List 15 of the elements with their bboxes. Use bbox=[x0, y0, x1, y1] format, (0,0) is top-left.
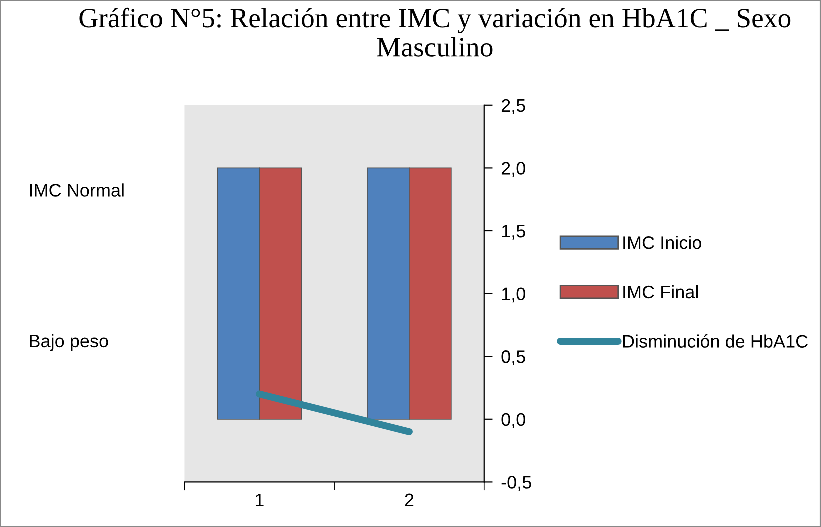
legend-label: IMC Final bbox=[624, 285, 698, 299]
legend-label: Disminución de HbA1C bbox=[623, 334, 808, 348]
x-tick-label: 1 bbox=[256, 494, 264, 506]
x-tick-label: 2 bbox=[405, 494, 414, 506]
y-tick-label: 2,5 bbox=[502, 99, 526, 114]
chart-title: Gráfico N°5: Relación entre IMC y variación en HbA1C _ Sexo Masculino bbox=[80, 8, 791, 57]
text: Bajo peso bbox=[30, 334, 108, 352]
y-tick-label: 1,0 bbox=[502, 288, 526, 303]
legend-label: IMC Inicio bbox=[624, 236, 702, 250]
y-tick-label: 0,0 bbox=[502, 413, 526, 428]
text: IMC Normal bbox=[30, 184, 124, 197]
y-tick-label: 1,5 bbox=[502, 225, 526, 240]
y-tick-label: 0,5 bbox=[502, 350, 526, 366]
y-tick-label: 2,0 bbox=[502, 162, 526, 178]
y-tick-label: -0,5 bbox=[502, 476, 532, 492]
